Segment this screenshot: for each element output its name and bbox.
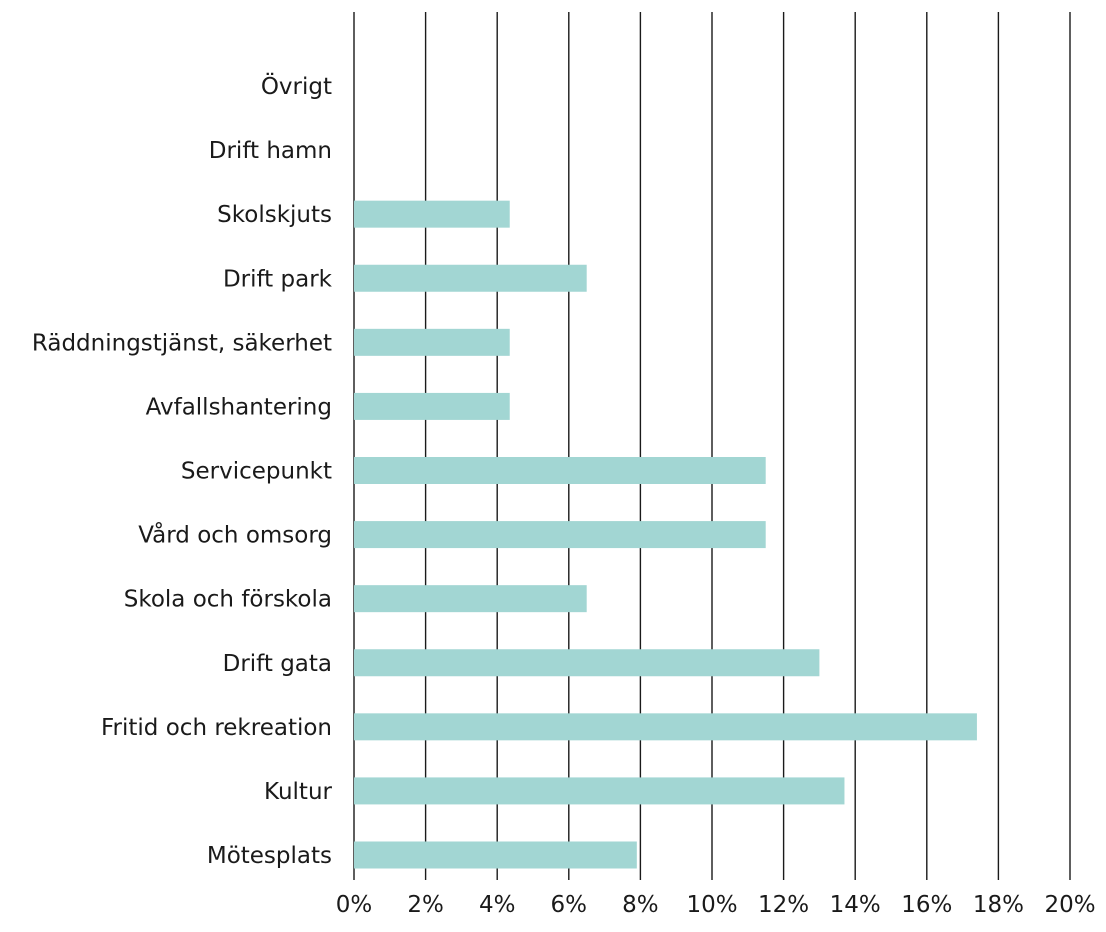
bar	[354, 457, 766, 484]
category-label: Drift park	[223, 266, 333, 292]
category-label: Mötesplats	[207, 843, 332, 869]
x-tick-label: 18%	[973, 892, 1024, 918]
category-label: Räddningstjänst, säkerhet	[32, 330, 332, 356]
x-tick-label: 16%	[901, 892, 952, 918]
bar	[354, 649, 820, 677]
bar	[354, 777, 845, 805]
category-label: Kultur	[264, 779, 332, 805]
x-tick-label: 10%	[686, 892, 737, 918]
category-label: Servicepunkt	[181, 459, 332, 485]
category-label: Vård och omsorg	[138, 521, 332, 549]
x-tick-label: 8%	[622, 892, 659, 918]
x-tick-label: 6%	[551, 892, 588, 918]
x-tick-label: 14%	[830, 892, 881, 918]
bar	[354, 713, 977, 741]
bar	[354, 264, 587, 292]
category-label: Skolskjuts	[217, 202, 332, 228]
x-tick-label: 4%	[479, 892, 516, 918]
bar	[354, 585, 587, 613]
category-label: Drift hamn	[209, 138, 332, 164]
category-label: Övrigt	[261, 72, 332, 100]
category-label: Avfallshantering	[146, 394, 332, 420]
gridlines	[353, 12, 1071, 880]
bar	[354, 392, 510, 420]
x-tick-label: 12%	[758, 892, 809, 918]
bar	[354, 841, 637, 869]
x-tick-label: 20%	[1044, 892, 1095, 918]
category-label: Fritid och rekreation	[101, 715, 332, 741]
bars	[354, 200, 977, 869]
category-labels: Övrigt Drift hamn Skolskjuts Drift park Rädd…	[32, 72, 333, 869]
x-tick-label: 2%	[407, 892, 444, 918]
bar	[354, 521, 766, 549]
bar	[354, 200, 510, 228]
x-tick-labels: 0% 2% 4% 6% 8% 10% 12% 14% 16% 18% 20%	[336, 892, 1096, 918]
category-label: Drift gata	[223, 651, 332, 677]
x-tick-label: 0%	[336, 892, 373, 918]
category-label: Skola och förskola	[124, 587, 332, 613]
bar	[354, 328, 510, 356]
